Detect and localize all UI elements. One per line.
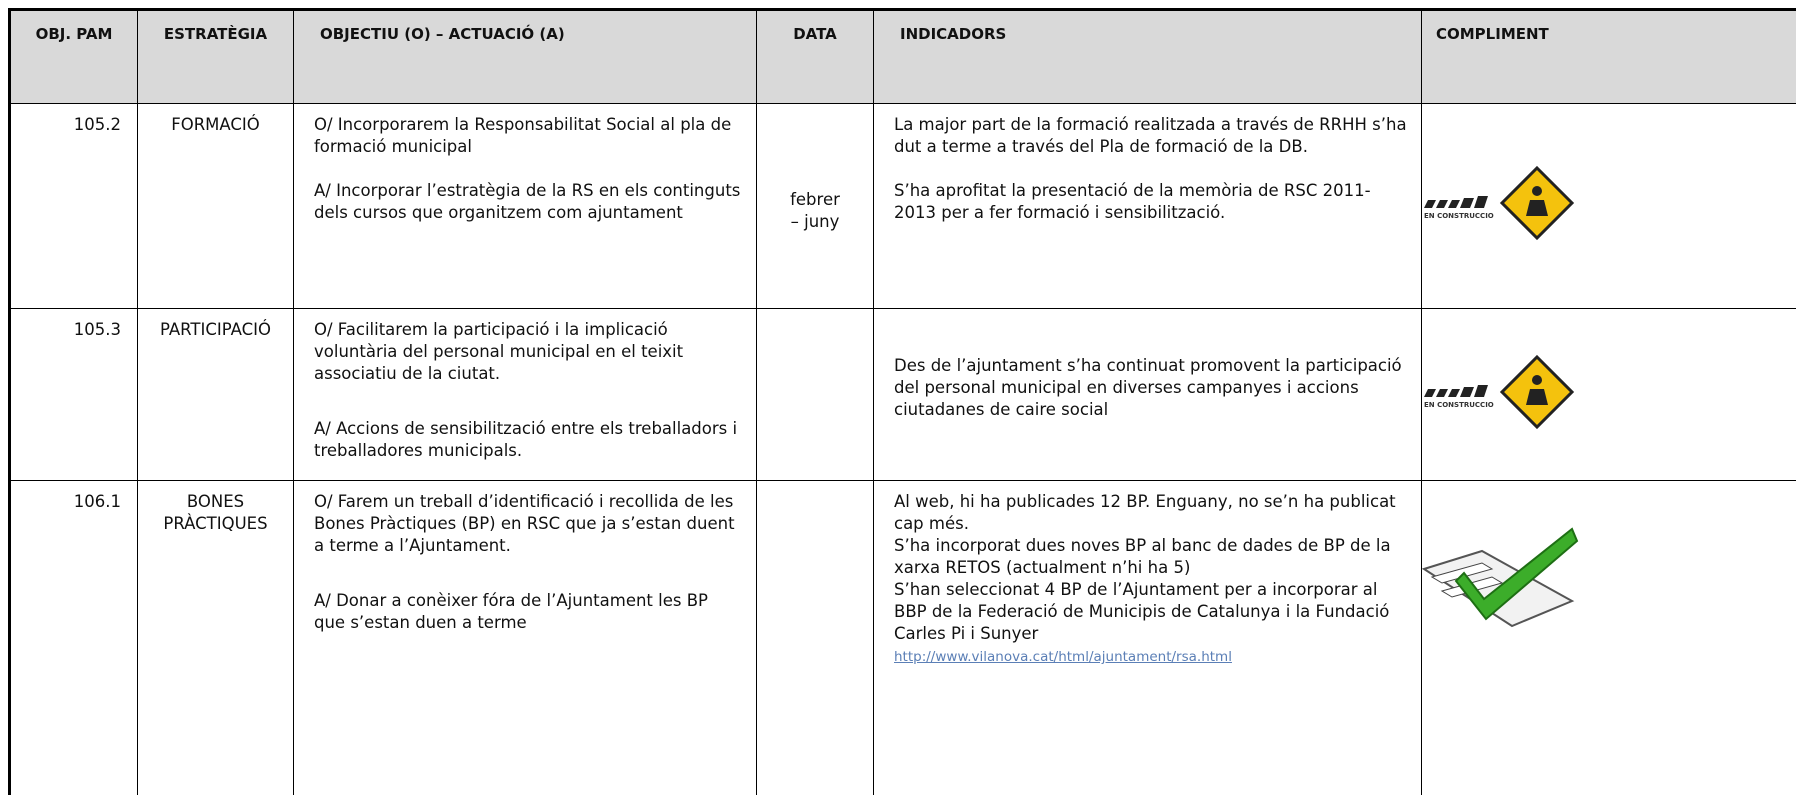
paragraph: O/ Facilitarem la participació i la impl… <box>314 320 684 383</box>
header: INDICADORS <box>873 9 1422 104</box>
data: febrer – juny <box>756 103 874 309</box>
header: DATA <box>756 9 874 104</box>
row: 105.2 FORMACIÓ O/ Incorporarem la Respon… <box>9 103 1796 309</box>
date: febrer – juny <box>790 190 840 231</box>
compliment <box>1421 480 1796 795</box>
indicadors: Al web, hi ha publicades 12 BP. Enguany,… <box>873 480 1422 795</box>
paragraph: O/ Incorporarem la Responsabilitat Socia… <box>314 115 732 156</box>
row: 106.1 BONES PRÀCTIQUES O/ Farem un treba… <box>9 480 1796 795</box>
icon-label: EN CONSTRUCCIO <box>1424 212 1494 220</box>
paragraph: S’ha incorporat dues noves BP al banc de… <box>894 536 1391 577</box>
obj-pam: 105.2 <box>9 103 138 309</box>
header: OBJ. PAM <box>9 9 138 104</box>
estrategia: PARTICIPACIÓ <box>137 308 294 481</box>
data <box>756 308 874 481</box>
compliment: EN CONSTRUCCIO <box>1421 103 1796 309</box>
header: OBJECTIU (O) – ACTUACIÓ (A) <box>293 9 757 104</box>
objectiu: O/ Farem un treball d’identificació i re… <box>293 480 757 795</box>
construction-icon: EN CONSTRUCCIO <box>1424 165 1575 241</box>
compliment: EN CONSTRUCCIO <box>1421 308 1796 481</box>
data <box>756 480 874 795</box>
table: OBJ. PAM ESTRATÈGIA OBJECTIU (O) – ACTUA… <box>8 8 1796 795</box>
paragraph: A/ Incorporar l’estratègia de la RS en e… <box>314 181 741 222</box>
paragraph: A/ Donar a conèixer fóra de l’Ajuntament… <box>314 591 708 632</box>
paragraph: La major part de la formació realitzada … <box>894 115 1407 156</box>
obj-pam: 105.3 <box>9 308 138 481</box>
paragraph: Des de l’ajuntament s’ha continuat promo… <box>894 355 1402 419</box>
estrategia: BONES PRÀCTIQUES <box>137 480 294 795</box>
indicadors: Des de l’ajuntament s’ha continuat promo… <box>873 308 1422 481</box>
header: COMPLIMENT <box>1421 9 1796 104</box>
objectiu: O/ Facilitarem la participació i la impl… <box>293 308 757 481</box>
paragraph: S’ha aprofitat la presentació de la memò… <box>894 181 1371 222</box>
check-icon <box>1421 527 1579 628</box>
paragraph: O/ Farem un treball d’identificació i re… <box>314 492 735 555</box>
header-row: OBJ. PAM ESTRATÈGIA OBJECTIU (O) – ACTUA… <box>9 9 1796 104</box>
paragraph: A/ Accions de sensibilització entre els … <box>314 419 738 460</box>
indicadors: La major part de la formació realitzada … <box>873 103 1422 309</box>
paragraph: S’han seleccionat 4 BP de l’Ajuntament p… <box>894 580 1390 643</box>
row: 105.3 PARTICIPACIÓ O/ Facilitarem la par… <box>9 308 1796 481</box>
estrategia: FORMACIÓ <box>137 103 294 309</box>
paragraph: Al web, hi ha publicades 12 BP. Enguany,… <box>894 492 1396 533</box>
header: ESTRATÈGIA <box>137 9 294 104</box>
construction-icon: EN CONSTRUCCIO <box>1424 354 1575 429</box>
link[interactable]: http://www.vilanova.cat/html/ajuntament/… <box>894 649 1232 665</box>
icon-label: EN CONSTRUCCIO <box>1424 401 1494 409</box>
objectiu: O/ Incorporarem la Responsabilitat Socia… <box>293 103 757 309</box>
obj-pam: 106.1 <box>9 480 138 795</box>
